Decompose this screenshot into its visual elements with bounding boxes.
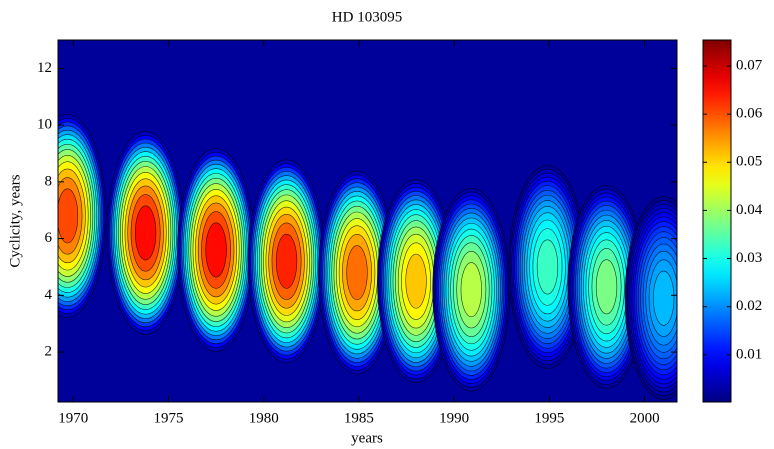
peak (432, 187, 511, 392)
contour-ring (460, 262, 482, 318)
x-tick-label: 1970 (58, 410, 88, 426)
x-tick-label: 2000 (630, 410, 660, 426)
colorbar-tick-label: 0.03 (736, 250, 762, 266)
y-tick-label: 2 (45, 344, 53, 360)
contour-ring (405, 253, 427, 309)
x-tick-label: 1985 (344, 410, 374, 426)
peak (567, 185, 646, 389)
contour-field (58, 114, 677, 400)
peak (106, 131, 185, 335)
contour-ring (595, 259, 618, 315)
colorbar (702, 39, 732, 403)
colorbar-tick-label: 0.05 (736, 154, 762, 170)
peak (624, 196, 677, 400)
contour-ring (275, 233, 298, 289)
x-axis-label: years (351, 430, 383, 446)
chart-title: HD 103095 (332, 9, 402, 25)
x-tick-label: 1975 (153, 410, 183, 426)
x-tick-label: 1980 (249, 410, 279, 426)
colorbar-tick-label: 0.06 (736, 106, 763, 122)
colorbar-tick-label: 0.02 (736, 298, 762, 314)
colorbar-tick-label: 0.01 (736, 346, 762, 362)
y-tick-label: 4 (45, 287, 53, 303)
contour-ring (346, 245, 368, 301)
plot-frame (57, 39, 678, 403)
peak (318, 170, 396, 375)
contour-ring (58, 188, 79, 244)
x-tick-label: 1995 (534, 410, 564, 426)
y-axis-label: Cyclicity, years (7, 174, 23, 267)
y-tick-label: 10 (37, 117, 52, 133)
peak (377, 179, 456, 383)
contour-ring (205, 222, 227, 278)
colorbar-tick-label: 0.04 (736, 202, 763, 218)
x-tick-label: 1990 (439, 410, 469, 426)
y-tick-label: 12 (37, 60, 52, 76)
contour-ring (653, 270, 675, 326)
colorbar-tick-label: 0.07 (736, 57, 763, 73)
peak (247, 159, 326, 364)
y-tick-label: 6 (45, 230, 53, 246)
peak (508, 165, 587, 369)
y-tick-label: 8 (45, 173, 53, 189)
contour-ring (134, 205, 157, 261)
peak (58, 114, 107, 318)
contour-ring (536, 239, 559, 295)
peak (177, 148, 256, 352)
